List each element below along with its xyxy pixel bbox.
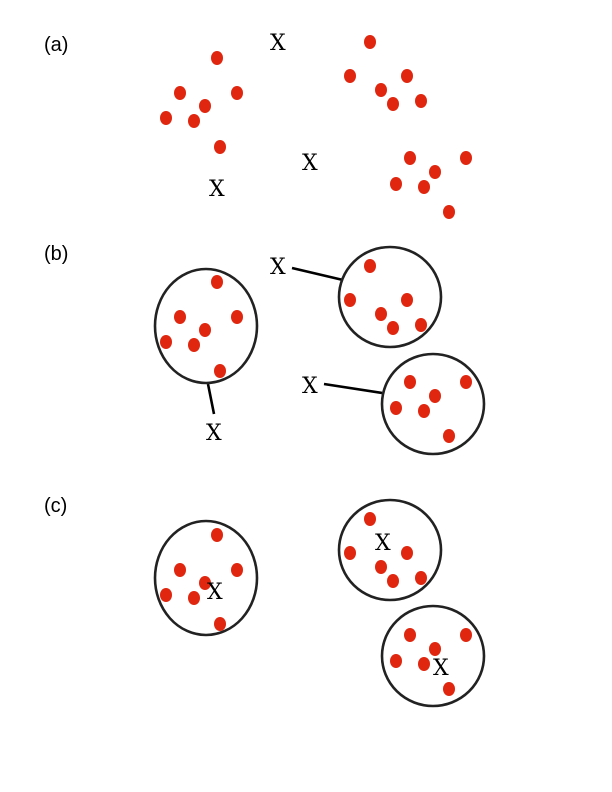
red-dot [188,338,200,352]
connector-top [291,266,344,282]
red-dot [443,205,455,219]
red-dot [188,591,200,605]
connectors-b [206,266,383,415]
red-dot [364,512,376,526]
cluster-circle-top [337,498,443,602]
red-dot [160,588,172,602]
red-dot [211,275,223,289]
red-dot [364,35,376,49]
red-dot [401,293,413,307]
red-dot [460,375,472,389]
red-dot [199,576,211,590]
red-dot [404,151,416,165]
red-dot [211,51,223,65]
red-dot [387,574,399,588]
red-dot [364,259,376,273]
red-dot [174,310,186,324]
red-dot [390,654,402,668]
red-dot [443,682,455,696]
red-dot [344,69,356,83]
red-dot [429,642,441,656]
red-dot [375,307,387,321]
red-dot [375,83,387,97]
red-dot [160,335,172,349]
connector-middle [323,382,383,395]
red-dot [429,165,441,179]
cluster-circle-bottom [380,352,486,456]
red-dot [211,528,223,542]
panel-label-b: (b) [44,243,68,265]
dots-panel-c [160,512,472,696]
red-dot [174,86,186,100]
red-dot [375,560,387,574]
marker-x: X [270,31,286,56]
clusters-c [153,498,486,708]
red-dot [231,86,243,100]
red-dot [415,318,427,332]
red-dot [401,69,413,83]
red-dot [404,628,416,642]
panel-label-a: (a) [44,34,68,56]
red-dot [415,571,427,585]
cluster-circle-left [153,519,259,637]
marker-x: X [209,177,225,202]
clusters-b [153,245,486,456]
red-dot [390,177,402,191]
panel-label-c: (c) [44,495,67,517]
red-dot [344,293,356,307]
cluster-circle-left [153,267,259,385]
dots-panel-a [160,35,472,219]
marker-x: X [375,531,391,556]
cluster-circle-top [337,245,443,349]
marker-x: X [302,151,318,176]
connector-left [206,383,216,415]
red-dot [231,310,243,324]
red-dot [199,323,211,337]
red-dot [418,657,430,671]
red-dot [160,111,172,125]
red-dot [401,546,413,560]
red-dot [387,321,399,335]
red-dot [344,546,356,560]
marker-x: X [302,374,318,399]
marker-x: X [206,421,222,446]
red-dot [188,114,200,128]
red-dot [214,140,226,154]
red-dot [404,375,416,389]
red-dot [174,563,186,577]
marker-x: X [270,255,286,280]
red-dot [460,628,472,642]
red-dot [199,99,211,113]
red-dot [387,97,399,111]
marker-x: X [433,656,449,681]
dots-panel-b [160,259,472,443]
red-dot [415,94,427,108]
cluster-circle-bottom [380,604,486,708]
red-dot [390,401,402,415]
red-dot [443,429,455,443]
red-dot [418,180,430,194]
red-dot [429,389,441,403]
red-dot [460,151,472,165]
red-dot [418,404,430,418]
red-dot [231,563,243,577]
red-dot [214,364,226,378]
marker-x: X [207,580,223,605]
red-dot [214,617,226,631]
